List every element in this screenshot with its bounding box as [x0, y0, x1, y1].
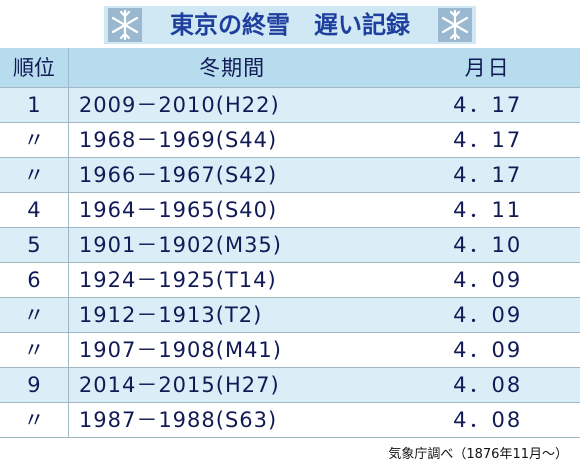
table: 順位 冬期間 月日 1 2009－2010(H22) 4．17 〃 1968－1969(S44… [0, 48, 580, 438]
table-row: 6 1924－1925(T14) 4．09 [0, 263, 580, 298]
rank-cell: 〃 [0, 403, 69, 437]
winter-period-cell: 1987－1988(S63) [78, 408, 278, 432]
table-row: 4 1964－1965(S40) 4．11 [0, 193, 580, 228]
date-cell: 4．09 [453, 303, 523, 327]
column-header: 冬期間 [199, 56, 266, 80]
snowflake-icon [438, 8, 472, 42]
winter-period-cell: 2009－2010(H22) [78, 93, 280, 117]
table-row: 9 2014－2015(H27) 4．08 [0, 368, 580, 403]
date-cell: 4．17 [453, 93, 523, 117]
winter-period-cell: 1924－1925(T14) [78, 268, 277, 292]
table-row: 5 1901－1902(M35) 4．10 [0, 228, 580, 263]
winter-period-cell: 1901－1902(M35) [78, 233, 282, 257]
table-row: 〃 1912－1913(T2) 4．09 [0, 298, 580, 333]
date-cell: 4．09 [453, 338, 523, 362]
header-row: 順位 冬期間 月日 [0, 48, 580, 88]
date-cell: 4．09 [453, 268, 523, 292]
table-row: 〃 1987－1988(S63) 4．08 [0, 403, 580, 438]
source-note: 気象庁調べ（1876年11月～） [388, 447, 568, 462]
rank-cell: 6 [0, 263, 69, 297]
rank-cell: 1 [0, 88, 69, 122]
rank-cell: 5 [0, 228, 69, 262]
title: 東京の終雪 遅い記録 [170, 11, 410, 39]
snowflake-icon [108, 8, 142, 42]
table-row: 〃 1966－1967(S42) 4．17 [0, 158, 580, 193]
column-header: 順位 [0, 48, 69, 87]
date-cell: 4．08 [453, 408, 523, 432]
table-row: 1 2009－2010(H22) 4．17 [0, 88, 580, 123]
winter-period-cell: 1964－1965(S40) [78, 198, 278, 222]
rank-cell: 〃 [0, 333, 69, 367]
date-cell: 4．11 [453, 198, 523, 222]
date-cell: 4．17 [453, 128, 523, 152]
winter-period-cell: 1968－1969(S44) [78, 128, 278, 152]
winter-period-cell: 1907－1908(M41) [78, 338, 282, 362]
table-row: 〃 1907－1908(M41) 4．09 [0, 333, 580, 368]
table-row: 〃 1968－1969(S44) 4．17 [0, 123, 580, 158]
winter-period-cell: 1966－1967(S42) [78, 163, 278, 187]
rank-cell: 9 [0, 368, 69, 402]
winter-period-cell: 1912－1913(T2) [78, 303, 263, 327]
rank-cell: 〃 [0, 123, 69, 157]
rank-cell: 〃 [0, 298, 69, 332]
date-cell: 4．17 [453, 163, 523, 187]
title-banner: 東京の終雪 遅い記録 [104, 6, 476, 44]
rank-cell: 4 [0, 193, 69, 227]
date-cell: 4．10 [453, 233, 523, 257]
date-cell: 4．08 [453, 373, 523, 397]
rank-cell: 〃 [0, 158, 69, 192]
column-header: 月日 [464, 56, 511, 80]
winter-period-cell: 2014－2015(H27) [78, 373, 280, 397]
